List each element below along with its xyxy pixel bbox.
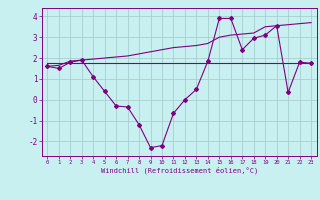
X-axis label: Windchill (Refroidissement éolien,°C): Windchill (Refroidissement éolien,°C) xyxy=(100,167,258,174)
